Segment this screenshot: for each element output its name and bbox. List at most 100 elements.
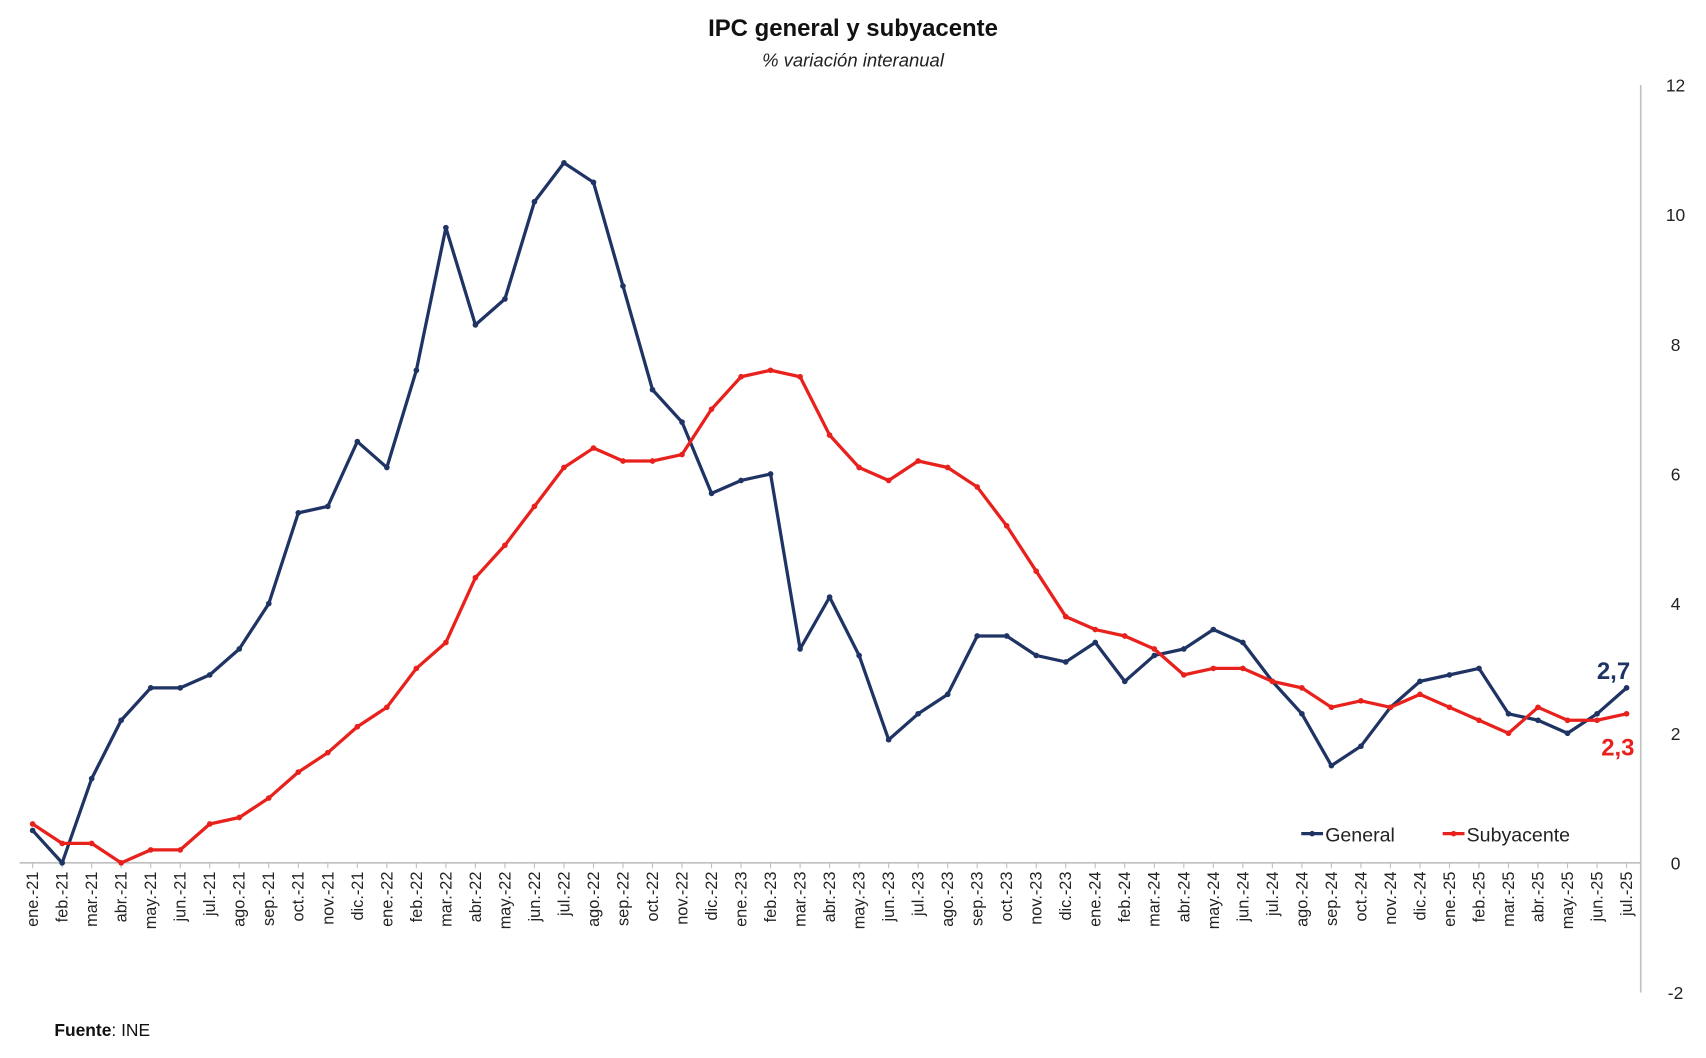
x-tick-label: may.-22 [496, 872, 514, 930]
data-point [324, 503, 331, 510]
legend-marker-subyacente [1450, 830, 1457, 837]
data-point [147, 685, 154, 691]
data-point [384, 704, 390, 711]
data-point [1328, 762, 1335, 769]
x-tick-label: oct.-24 [1352, 872, 1370, 922]
data-point [1358, 697, 1364, 704]
data-point [29, 827, 36, 834]
x-tick-label: feb.-22 [408, 872, 426, 923]
data-point [29, 821, 36, 827]
data-point [1033, 652, 1040, 659]
data-point [147, 847, 154, 853]
x-tick-label: dic.-21 [349, 872, 367, 921]
data-point [590, 445, 597, 451]
data-point [1151, 646, 1158, 652]
data-point [679, 451, 685, 458]
x-tick-label: sep.-24 [1323, 872, 1341, 926]
x-tick-label: feb.-23 [762, 872, 780, 923]
data-point [915, 710, 921, 717]
x-tick-label: oct.-21 [290, 872, 308, 922]
data-point [1180, 646, 1187, 652]
x-tick-label: may.-21 [142, 872, 160, 930]
data-point [236, 646, 243, 652]
end-label-general: 2,7 [1597, 658, 1630, 685]
y-tick-label: 10 [1666, 205, 1685, 225]
data-point [1269, 678, 1276, 685]
data-point [472, 322, 479, 328]
x-tick-label: ago.-24 [1293, 872, 1311, 927]
legend-item-subyacente: Subyacente [1442, 824, 1571, 846]
x-tick-label: jul.-22 [555, 872, 573, 917]
x-tick-label: dic.-22 [703, 872, 721, 921]
x-tick-label: mar.-23 [792, 872, 810, 927]
x-tick-label: jun.-23 [880, 872, 898, 923]
legend-item-general: General [1301, 824, 1395, 846]
data-point [944, 464, 951, 471]
data-point [59, 840, 65, 847]
data-point [502, 542, 508, 549]
data-point [767, 471, 774, 477]
data-point [1092, 626, 1099, 633]
series-line-general [31, 161, 1628, 865]
data-point [1299, 685, 1305, 691]
x-tick-label: jul.-24 [1264, 872, 1282, 917]
x-tick-label: sep.-23 [969, 872, 987, 926]
data-point [177, 847, 184, 853]
x-tick-label: jun.-24 [1234, 872, 1252, 923]
data-point [1387, 704, 1394, 711]
data-point [1003, 633, 1010, 639]
x-tick-label: abr.-25 [1529, 872, 1547, 923]
x-tick-label: jul.-25 [1618, 872, 1636, 917]
data-point [354, 723, 361, 730]
data-point [413, 665, 420, 672]
data-point [236, 814, 243, 821]
data-point [885, 477, 892, 484]
data-point [1240, 665, 1246, 672]
x-tick-label: abr.-23 [821, 872, 839, 923]
data-point [826, 594, 833, 600]
y-tick-label: 0 [1671, 853, 1681, 873]
legend: General Subyacente [1301, 824, 1570, 846]
data-point [649, 386, 656, 393]
data-point [1476, 717, 1482, 724]
data-point [1210, 626, 1217, 633]
data-point [443, 224, 449, 231]
data-point [1003, 523, 1010, 529]
data-point [59, 860, 65, 866]
data-point [1210, 665, 1217, 672]
source-value: : INE [111, 1020, 150, 1040]
source-label: Fuente [54, 1020, 111, 1040]
data-point [502, 296, 508, 302]
data-point [679, 419, 685, 425]
data-point [443, 639, 449, 646]
data-point [1299, 710, 1305, 717]
x-tick-label: ago.-21 [231, 872, 249, 927]
data-point [88, 840, 95, 847]
data-point [324, 749, 331, 756]
data-point [1535, 717, 1541, 724]
data-point [885, 736, 892, 743]
x-tick-label: nov.-21 [319, 872, 337, 925]
data-point [1062, 613, 1069, 620]
data-point [1505, 710, 1512, 717]
source-note: Fuente: INE [54, 1020, 150, 1040]
data-point [1121, 633, 1128, 639]
data-point [944, 691, 951, 698]
series-line-subyacente [31, 368, 1627, 865]
data-point [295, 769, 302, 775]
data-point [1358, 743, 1364, 750]
data-point [531, 198, 538, 205]
x-tick-label: nov.-24 [1382, 872, 1400, 925]
data-point [1092, 639, 1099, 646]
x-tick-label: ago.-22 [585, 872, 603, 927]
data-point [620, 458, 626, 464]
data-point [1033, 568, 1040, 575]
data-point [1623, 685, 1630, 691]
data-point [856, 652, 862, 659]
legend-label-subyacente: Subyacente [1467, 824, 1571, 846]
x-tick-label: feb.-21 [54, 872, 72, 923]
data-point [118, 717, 125, 724]
legend-label-general: General [1325, 824, 1395, 846]
x-tick-label: feb.-24 [1116, 872, 1134, 923]
